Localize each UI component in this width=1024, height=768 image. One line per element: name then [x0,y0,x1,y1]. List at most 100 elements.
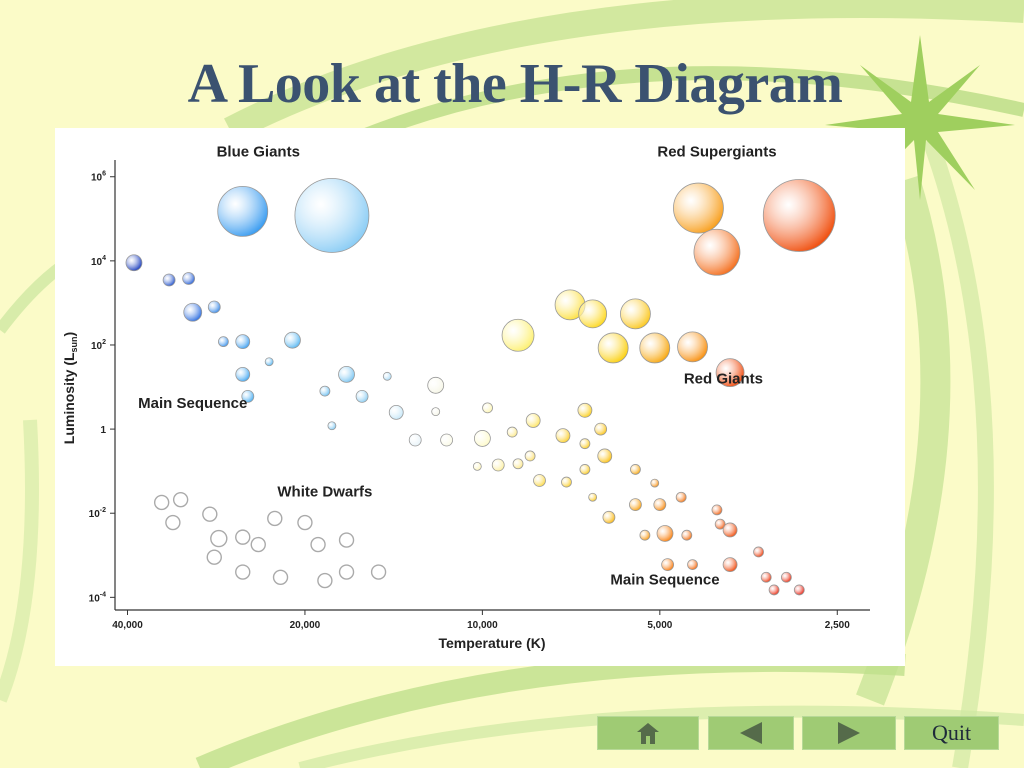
region-label-red-giants: Red Giants [684,371,763,388]
y-axis-title: Luminosity (Lsun) [61,332,79,444]
main-sequence-star-point [687,559,698,571]
main-sequence-star-point [319,385,331,397]
white-dwarfs-star-point [210,529,228,548]
main-sequence-star-point [579,438,591,450]
main-sequence-star-point [264,357,274,367]
main-sequence-star-point [675,491,687,503]
main-sequence-star-point [473,430,491,447]
main-sequence-star-point [561,476,572,488]
main-sequence-star-point [650,478,660,488]
chart-axes [114,160,870,611]
y-tick-label: 1 [100,425,106,436]
main-sequence-star-point [714,518,726,530]
region-label-main-sequence: Main Sequence [138,395,247,412]
main-sequence-star-point [427,376,445,394]
main-sequence-star-point [760,571,772,583]
main-sequence-star-point [711,504,723,516]
region-label-red-supergiants: Red Supergiants [657,144,776,161]
hr-diagram-chart: 40,000 20,000 10,000 5,000 2,500 106 104 102 1 10… [55,128,905,666]
white-dwarfs-star-point [338,564,355,580]
main-sequence-star-point [235,334,251,350]
main-sequence-star-point [235,366,251,382]
red-giants-star-point [578,299,608,329]
hr-diagram-svg: 40,000 20,000 10,000 5,000 2,500106104102110… [61,144,870,651]
star-points [125,178,836,596]
region-label-blue-giants: Blue Giants [217,144,300,161]
main-sequence-star-point [506,426,518,438]
home-button[interactable] [597,716,699,750]
main-sequence-star-point [594,422,608,436]
next-slide-button[interactable] [802,716,896,750]
white-dwarfs-star-point [317,572,333,589]
blue-giants-star-point [294,178,370,253]
main-sequence-star-point [431,407,441,417]
y-tick-base: 10 [91,341,103,352]
main-sequence-star-point [183,302,203,322]
red-giants-star-point [597,332,629,364]
star-burst-icon [825,35,1015,200]
main-sequence-star-point [327,421,337,431]
y-tick-base: 10 [91,173,103,184]
main-sequence-star-point [577,402,593,418]
main-sequence-star-point [182,272,196,285]
main-sequence-star-point [241,389,255,403]
y-tick-exponent: 4 [102,255,106,262]
y-tick-base: 10 [91,257,103,268]
slide-title: A Look at the H-R Diagram [187,53,843,115]
main-sequence-star-point [284,331,301,349]
main-sequence-star-point [579,464,591,475]
x-tick-label: 5,000 [647,620,672,631]
white-dwarfs-star-point [235,529,251,545]
main-sequence-star-point [555,428,571,444]
y-axis-title-sub: sun [69,336,79,352]
red-supergiants-star-point [693,228,741,276]
main-sequence-star-point [588,492,598,502]
main-sequence-star-point [207,300,221,314]
main-sequence-star-point [162,273,176,287]
main-sequence-star-point [388,404,404,420]
red-giants-star-point [715,358,745,388]
white-dwarfs-star-point [338,532,355,548]
red-giants-star-point [620,298,651,330]
y-tick-exponent: 2 [102,339,106,346]
main-sequence-star-point [125,254,143,272]
main-sequence-star-point [722,557,738,573]
x-axis-title: Temperature (K) [438,635,545,651]
y-tick-label: 102 [91,339,106,352]
red-giants-star-point [501,318,535,352]
y-tick-label: 10-4 [89,591,106,604]
white-dwarfs-star-point [310,536,326,553]
main-sequence-star-point [355,389,369,403]
y-tick-exponent: -4 [100,591,106,598]
main-sequence-star-point [533,474,546,487]
previous-slide-button[interactable] [708,716,794,750]
white-dwarfs-star-point [206,549,222,565]
home-icon [637,723,659,744]
white-dwarfs-star-point [172,491,189,508]
main-sequence-star-point [780,571,792,583]
main-sequence-star-point [597,448,613,464]
main-sequence-star-point [768,584,780,596]
main-sequence-star-point [656,525,674,542]
y-tick-base: 1 [100,425,106,436]
slide-navigation: Quit [597,716,999,752]
white-dwarfs-star-point [153,494,170,511]
main-sequence-star-point [722,522,738,538]
main-sequence-star-point [639,529,651,541]
red-giants-star-point [639,332,671,364]
x-tick-label: 10,000 [467,620,498,631]
main-sequence-star-point [525,413,541,428]
y-axis-title-main: Luminosity (L [61,352,77,444]
white-dwarfs-star-point [297,514,313,531]
white-dwarfs-star-point [370,564,387,580]
y-tick-label: 106 [91,171,106,184]
y-tick-base: 10 [89,593,101,604]
main-sequence-star-point [512,458,524,470]
region-label-main-sequence: Main Sequence [610,572,719,589]
main-sequence-star-point [482,402,493,414]
main-sequence-star-point [793,584,805,596]
region-labels: Blue Giants Red Supergiants Red Giants Main… [138,144,776,589]
quit-button[interactable]: Quit [904,716,999,750]
main-sequence-star-point [602,510,616,524]
white-dwarfs-star-point [267,510,283,527]
